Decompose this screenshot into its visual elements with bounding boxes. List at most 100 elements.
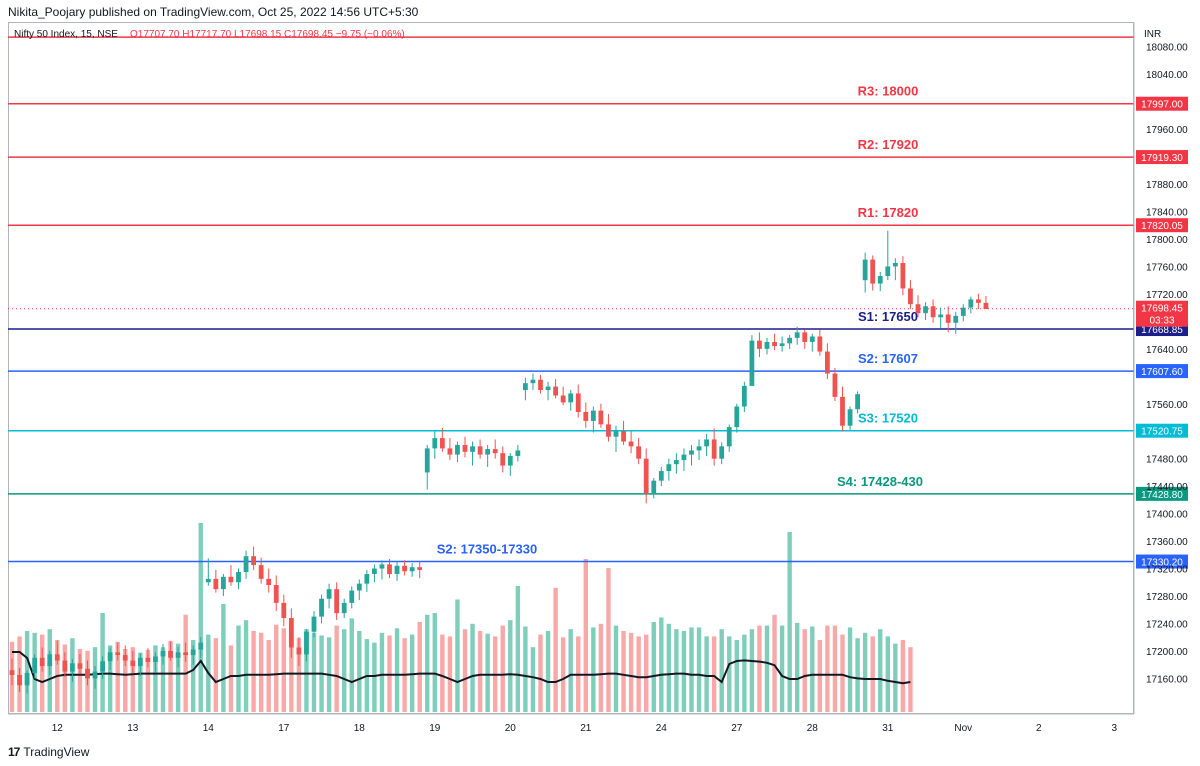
volume-bar bbox=[817, 640, 823, 712]
candle-body bbox=[485, 449, 491, 455]
volume-bar bbox=[470, 623, 475, 712]
volume-bar bbox=[77, 649, 83, 712]
volume-bar bbox=[908, 647, 913, 712]
volume-bar bbox=[591, 627, 596, 712]
candle-body bbox=[251, 556, 256, 566]
volume-bar bbox=[711, 636, 717, 712]
volume-bar bbox=[802, 629, 807, 712]
volume-bar bbox=[251, 631, 256, 712]
y-tick-label: 17840.00 bbox=[1146, 208, 1188, 219]
candle-body bbox=[976, 299, 981, 303]
publish-caption: Nikita_Poojary published on TradingView.… bbox=[8, 5, 419, 19]
volume-bar bbox=[115, 641, 120, 712]
candle-body bbox=[341, 602, 347, 614]
volume-bar bbox=[613, 625, 619, 712]
volume-bar bbox=[893, 643, 898, 712]
volume-bar bbox=[281, 628, 286, 712]
y-tick-label: 17440.00 bbox=[1146, 482, 1188, 493]
candle-body bbox=[311, 616, 317, 632]
volume-bar bbox=[296, 638, 302, 712]
volume-bar bbox=[538, 634, 543, 712]
level-tag-R2: 17919.30 bbox=[1141, 153, 1183, 164]
candle-body bbox=[349, 590, 355, 603]
candle-body bbox=[757, 340, 762, 349]
candle-body bbox=[221, 576, 226, 590]
candle-body bbox=[92, 671, 98, 679]
volume-bar bbox=[123, 649, 128, 712]
candle-body bbox=[892, 263, 898, 267]
candle-body bbox=[379, 564, 385, 569]
volume-bar bbox=[689, 627, 694, 712]
y-tick-label: 17960.00 bbox=[1146, 125, 1188, 136]
candle-body bbox=[168, 650, 173, 658]
volume-bar bbox=[342, 629, 347, 712]
candle-body bbox=[628, 441, 634, 447]
volume-bar bbox=[681, 631, 687, 712]
candle-body bbox=[870, 259, 876, 284]
candle-body bbox=[689, 450, 694, 455]
volume-bar bbox=[243, 620, 249, 712]
symbol-legend: Nifty 50 Index, 15, NSE bbox=[14, 29, 118, 40]
volume-bar bbox=[719, 629, 724, 712]
candle-body bbox=[968, 299, 974, 308]
level-tag-bg-R3 bbox=[1136, 96, 1188, 111]
volume-bar bbox=[107, 645, 113, 712]
candle-body bbox=[908, 288, 913, 305]
volume-bar bbox=[787, 532, 792, 712]
y-tick-label: 17160.00 bbox=[1146, 674, 1188, 685]
candle-body bbox=[643, 458, 649, 494]
candle-body bbox=[530, 379, 536, 384]
candle-body bbox=[319, 598, 324, 617]
x-tick-label: 27 bbox=[731, 723, 743, 734]
volume-bar bbox=[666, 623, 672, 712]
candle-body bbox=[296, 647, 302, 655]
candle-body bbox=[266, 578, 272, 586]
candle-body bbox=[953, 315, 959, 323]
y-tick-label: 17280.00 bbox=[1146, 592, 1188, 603]
volume-bar bbox=[175, 643, 181, 712]
y-tick-label: 17200.00 bbox=[1146, 647, 1188, 658]
volume-bar bbox=[757, 625, 762, 712]
candle-body bbox=[24, 672, 30, 686]
candle-body bbox=[402, 565, 407, 572]
volume-bar bbox=[191, 640, 196, 712]
axis-layer: INR17160.0017200.0017240.0017280.0017320… bbox=[8, 22, 1188, 734]
volume-bar bbox=[621, 631, 626, 712]
candle-body bbox=[160, 650, 166, 657]
volume-bar bbox=[659, 617, 664, 712]
currency-label: INR bbox=[1144, 29, 1161, 40]
candle-body bbox=[77, 663, 83, 669]
x-tick-label: 21 bbox=[580, 723, 592, 734]
candle-body bbox=[54, 654, 60, 661]
candle-body bbox=[930, 306, 936, 318]
volume-bar bbox=[530, 647, 536, 712]
level-tag-bg-S2low bbox=[1136, 554, 1188, 569]
candle-body bbox=[9, 670, 15, 675]
volume-bar bbox=[349, 618, 354, 712]
volume-bar bbox=[870, 636, 875, 712]
y-tick-label: 17880.00 bbox=[1146, 180, 1188, 191]
volume-bar bbox=[477, 631, 483, 712]
level-caption-R1: R1: 17820 bbox=[858, 205, 919, 220]
volume-bar bbox=[334, 625, 339, 712]
volume-bar bbox=[764, 625, 770, 712]
candle-body bbox=[32, 657, 38, 673]
level-caption-S4: S4: 17428-430 bbox=[837, 474, 923, 489]
volume-bar bbox=[357, 631, 362, 712]
candle-body bbox=[122, 655, 128, 661]
volume-bar bbox=[485, 633, 490, 712]
volume-bar bbox=[160, 647, 166, 712]
volume-bar bbox=[628, 632, 634, 712]
last-price-tag-bg bbox=[1136, 300, 1188, 327]
volume-bar bbox=[674, 629, 679, 712]
volume-bar bbox=[221, 604, 226, 712]
volume-bar bbox=[432, 613, 437, 712]
level-tag-bg-S2 bbox=[1136, 364, 1188, 379]
level-tag-S3: 17520.75 bbox=[1141, 427, 1183, 438]
candle-body bbox=[772, 341, 777, 347]
level-tag-bg-S3 bbox=[1136, 423, 1188, 438]
volume-bar bbox=[840, 634, 845, 712]
volume-bar bbox=[168, 640, 173, 712]
volume-bar bbox=[568, 629, 573, 712]
